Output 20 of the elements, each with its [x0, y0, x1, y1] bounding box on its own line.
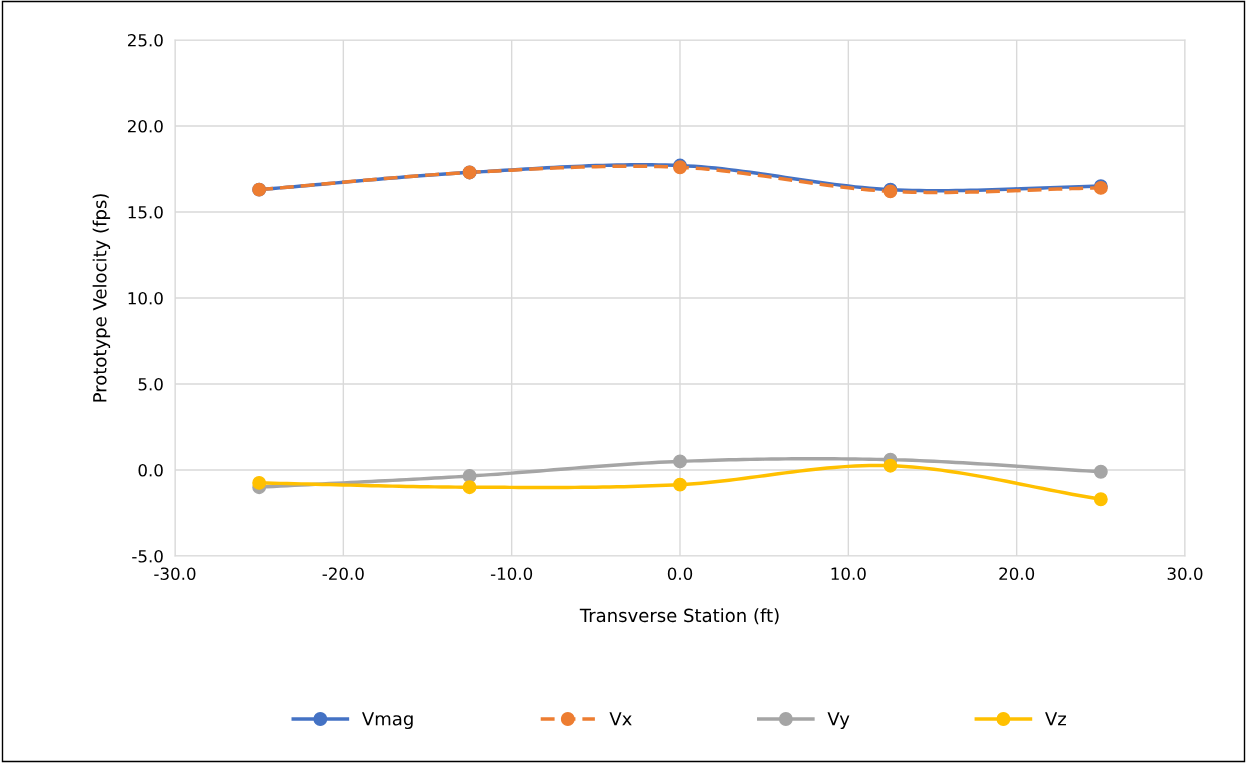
y-tick-label: 0.0	[138, 463, 163, 477]
y-tick-label: 20.0	[128, 119, 163, 133]
x-axis-title: Transverse Station (ft)	[579, 608, 779, 625]
x-tick-label: 0.0	[667, 567, 693, 581]
x-tick-label: 20.0	[999, 567, 1035, 581]
y-tick-label: 15.0	[128, 205, 163, 219]
x-tick-label: -10.0	[490, 567, 533, 581]
y-tick-label: 5.0	[138, 377, 163, 391]
x-tick-label: 10.0	[831, 567, 866, 581]
y-tick-label: 25.0	[128, 33, 163, 47]
legend-label: Vmag	[362, 712, 413, 730]
legend-label: Vy	[827, 712, 850, 730]
legend-label: Vz	[1045, 712, 1066, 726]
x-tick-label: 30.0	[1167, 567, 1203, 581]
y-tick-label: 10.0	[128, 291, 163, 305]
y-tick-label: -5.0	[132, 549, 163, 563]
y-axis-title: Prototype Velocity (fps)	[92, 194, 111, 402]
legend-label: Vx	[609, 712, 632, 726]
x-tick-label: -30.0	[154, 567, 196, 581]
x-tick-label: -20.0	[322, 567, 364, 581]
